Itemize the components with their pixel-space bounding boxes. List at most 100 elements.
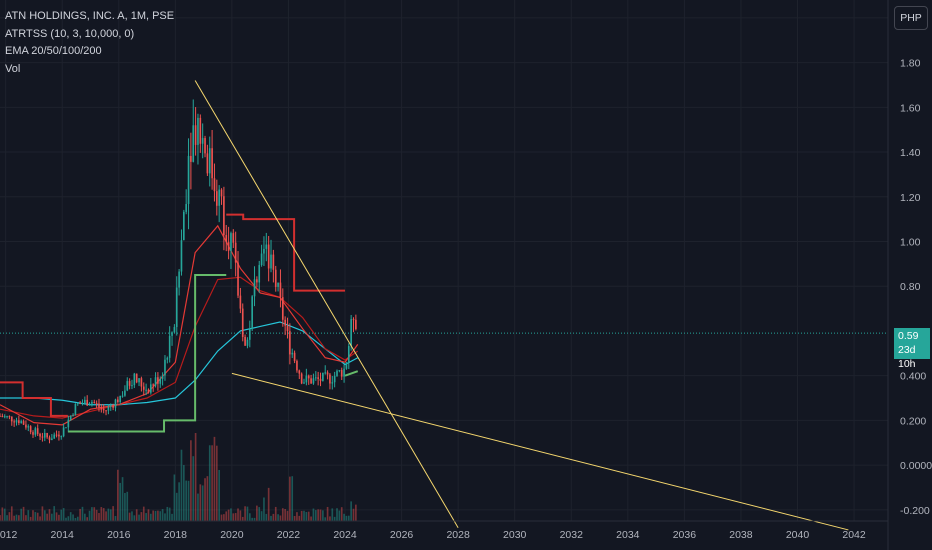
volume-bar [305, 511, 308, 521]
candle-body [138, 378, 140, 383]
volume-bar [286, 510, 289, 521]
series-lines [0, 213, 888, 433]
last-price-value: 0.59 [898, 330, 919, 342]
candle-body [91, 401, 93, 404]
volume-bar [152, 510, 155, 521]
y-tick-label: 0.0000 [900, 460, 932, 472]
volume-bar [317, 509, 319, 521]
volume-bar [324, 517, 327, 521]
candle-body [345, 363, 348, 369]
candle-body [15, 420, 18, 423]
candle-body [298, 370, 301, 374]
candle-body [84, 399, 86, 404]
volume-bar [329, 516, 331, 521]
indicator-atrtss[interactable]: ATRTSS (10, 3, 10,000, 0) [5, 27, 135, 40]
candle-body [140, 378, 143, 387]
indicator-volume[interactable]: Vol [5, 62, 21, 75]
candle-body [86, 399, 89, 406]
symbol-title[interactable]: ATN HOLDINGS, INC. A, 1M, PSE [5, 10, 175, 22]
volume-bar [105, 511, 107, 521]
volume-bar [67, 516, 70, 521]
volume-bar [256, 505, 258, 521]
candle-body [237, 262, 239, 296]
candle-body [347, 346, 350, 364]
candle-body [182, 211, 185, 241]
volume-bar [251, 517, 253, 521]
y-tick-label: 0.400 [900, 371, 926, 383]
volume-bar [218, 470, 220, 521]
volume-bar [62, 508, 65, 521]
candle-body [76, 403, 79, 405]
candle-body [281, 297, 284, 320]
volume-bar [18, 515, 20, 521]
candle-body [51, 438, 53, 441]
volume-bar [126, 491, 129, 521]
candle-body [3, 416, 6, 418]
volume-bar [333, 516, 336, 521]
candle-body [324, 372, 327, 374]
candle-body [230, 233, 232, 251]
x-tick-label: 2032 [560, 529, 584, 541]
volume-bar [314, 510, 317, 521]
trend-line[interactable] [194, 80, 459, 528]
volume-bar [154, 510, 157, 521]
candle-body [178, 271, 180, 288]
volume-bar [293, 516, 296, 521]
atr-stop-line [67, 274, 227, 433]
candle-body [227, 242, 230, 251]
volume-bar [225, 511, 228, 521]
candle-body [319, 378, 322, 381]
volume-bar [253, 517, 256, 521]
volume-bar [91, 507, 93, 521]
candle-body [180, 240, 183, 272]
candle-body [74, 403, 77, 415]
volume-bar [25, 515, 27, 521]
volume-bar [112, 506, 114, 521]
volume-bar [272, 513, 275, 521]
candle-body [208, 148, 211, 174]
candle-body [157, 377, 159, 384]
candle-body [338, 370, 341, 372]
volume-bar [326, 506, 329, 521]
candle-body [100, 407, 103, 409]
volume-bar [319, 509, 322, 521]
candle-body [112, 405, 114, 408]
volume-bar [187, 480, 190, 521]
currency-button[interactable]: PHP [894, 6, 928, 30]
time-axis[interactable]: 2012 2014 2016 2018 2020 2022 2024 2026 2028 2030… [0, 529, 866, 541]
volume-bar [168, 507, 171, 521]
indicator-ema[interactable]: EMA 20/50/100/200 [5, 45, 102, 57]
volume-bar [277, 514, 279, 521]
candle-body [333, 375, 336, 383]
candle-body [265, 244, 268, 249]
volume-bars [0, 432, 357, 521]
volume-bar [69, 512, 72, 521]
volume-bar [166, 506, 169, 521]
volume-bar [265, 513, 268, 521]
volume-bar [307, 511, 310, 521]
volume-bar [343, 513, 345, 521]
volume-bar [206, 476, 209, 521]
candle-body [41, 436, 44, 438]
volume-bar [8, 512, 11, 521]
candle-body [277, 282, 279, 287]
candle-body [248, 329, 251, 340]
candle-body [307, 375, 310, 379]
candle-body [126, 381, 129, 391]
candle-body [234, 242, 237, 263]
volume-bar [147, 509, 150, 521]
trend-lines[interactable] [194, 80, 849, 531]
trend-line[interactable] [231, 372, 849, 531]
volume-bar [230, 508, 232, 521]
volume-bar [117, 469, 119, 521]
candle-body [107, 406, 110, 411]
price-axis[interactable]: 2.001.801.601.401.201.000.800.4000.2000.… [900, 13, 932, 517]
volume-bar [140, 512, 143, 521]
candle-body [29, 426, 32, 433]
volume-bar [234, 513, 237, 521]
volume-bar [173, 474, 176, 521]
volume-bar [237, 508, 239, 521]
candle-body [303, 382, 305, 384]
grid [0, 0, 888, 521]
